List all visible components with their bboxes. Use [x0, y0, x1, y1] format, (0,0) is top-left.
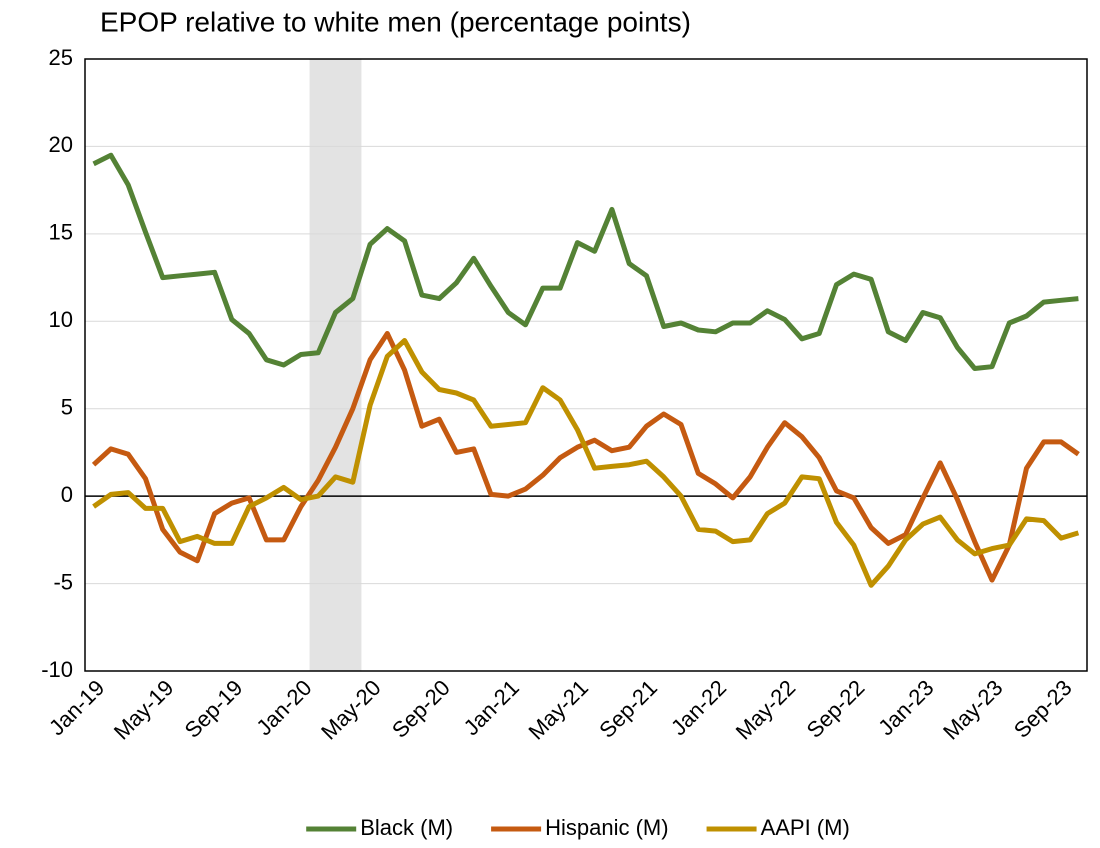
series-line [92, 338, 1080, 588]
y-tick-label: 5 [61, 395, 73, 420]
x-tick-label: May-22 [731, 675, 801, 745]
legend-label: Black (M) [360, 815, 453, 840]
y-tick-label: 0 [61, 482, 73, 507]
x-tick-label: Jan-21 [459, 675, 524, 740]
legend: Black (M) Hispanic (M) AAPI (M) [306, 815, 850, 840]
series-line [91, 331, 1080, 583]
y-tick-label: -5 [53, 569, 73, 594]
x-tick-label: Sep-19 [180, 675, 248, 743]
legend-label: AAPI (M) [761, 815, 850, 840]
x-tick-label: May-20 [316, 675, 386, 745]
y-tick-label: 25 [49, 45, 73, 70]
y-tick-label: 20 [49, 132, 73, 157]
y-tick-label: 15 [49, 220, 73, 245]
y-tick-label: -10 [41, 657, 73, 682]
x-tick-label: Jan-22 [666, 675, 731, 740]
x-tick-label: Sep-23 [1009, 675, 1077, 743]
series-line [92, 152, 1079, 371]
plot-border [84, 58, 1088, 672]
x-tick-label: Sep-20 [387, 675, 455, 743]
x-tick-label: Sep-22 [802, 675, 870, 743]
shaded-period [309, 59, 362, 671]
x-tick-label: Sep-21 [594, 675, 662, 743]
legend-label: Hispanic (M) [545, 815, 668, 840]
x-tick-label: May-19 [109, 675, 179, 745]
y-tick-label: 10 [49, 307, 73, 332]
x-tick-label: Jan-19 [44, 675, 109, 740]
x-tick-label: May-23 [938, 675, 1008, 745]
x-tick-label: Jan-23 [873, 675, 938, 740]
x-tick-label: May-21 [523, 675, 593, 745]
chart-title: EPOP relative to white men (percentage p… [100, 6, 691, 37]
x-tick-label: Jan-20 [251, 675, 316, 740]
